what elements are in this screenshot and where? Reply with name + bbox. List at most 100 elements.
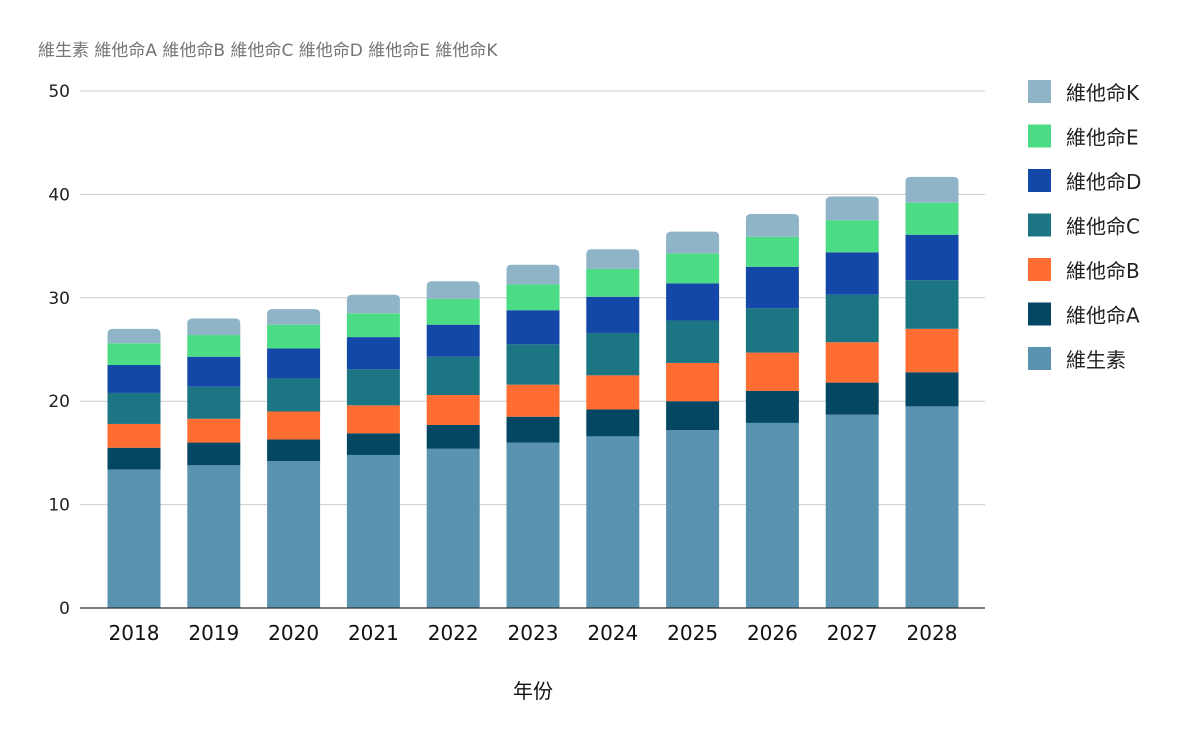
bar-segment	[586, 249, 640, 269]
bar-segment	[666, 253, 720, 284]
bar-segment	[586, 409, 640, 437]
x-tick-label: 2018	[109, 621, 160, 645]
bar-segment	[745, 266, 799, 309]
legend-item: 維他命K	[1028, 80, 1140, 105]
legend-label: 維他命C	[1066, 215, 1140, 239]
bar-segment	[346, 433, 400, 455]
y-tick-label: 10	[48, 496, 70, 516]
x-tick-label: 2019	[188, 621, 239, 645]
bar-segment	[267, 324, 321, 349]
x-tick-label: 2026	[747, 621, 798, 645]
bar-segment	[267, 411, 321, 440]
x-tick-label: 2022	[428, 621, 479, 645]
bar-segment	[346, 454, 400, 608]
bar-segment	[187, 465, 241, 608]
legend: 維他命K 維他命E 維他命D 維他命C 維他命B 維他命A 維生素	[1028, 80, 1141, 372]
bar-segment	[267, 439, 321, 462]
bar-segment	[346, 313, 400, 338]
y-tick-label: 30	[48, 289, 70, 309]
bar-segment	[666, 430, 720, 608]
bar-segment	[187, 356, 241, 387]
legend-label: 維生素	[1066, 348, 1126, 372]
bar-segment	[346, 369, 400, 406]
legend-label: 維他命B	[1066, 259, 1140, 283]
legend-swatch	[1028, 347, 1051, 370]
bar-segment	[187, 442, 241, 466]
legend-swatch	[1028, 169, 1051, 192]
legend-swatch	[1028, 258, 1051, 281]
x-tick-label: 2025	[667, 621, 718, 645]
bar-segment	[267, 309, 321, 325]
bar-segment	[666, 401, 720, 431]
bar-segment	[745, 390, 799, 423]
legend-swatch	[1028, 302, 1051, 326]
bar-segment	[346, 337, 400, 370]
legend-item: 維他命A	[1028, 302, 1140, 328]
legend-label: 維他命D	[1066, 170, 1141, 194]
y-tick-label: 20	[48, 392, 70, 412]
bar-segment	[426, 324, 480, 357]
bar-segment	[905, 406, 959, 608]
bar-segment	[745, 236, 799, 267]
bar-segment	[745, 422, 799, 608]
bar-segment	[666, 362, 720, 402]
legend-item: 維他命B	[1028, 258, 1140, 283]
bar-segment	[905, 280, 959, 329]
legend-label: 維他命A	[1066, 304, 1140, 328]
bar-segment	[346, 294, 400, 314]
bar-segment	[825, 382, 879, 415]
bar-segment	[825, 220, 879, 253]
bar-segment	[825, 342, 879, 383]
bar-segment	[745, 214, 799, 237]
y-tick-label: 50	[48, 82, 70, 102]
bar-segment	[825, 414, 879, 608]
bar-segment	[506, 384, 560, 417]
x-tick-label: 2023	[508, 621, 559, 645]
bar-segment	[267, 461, 321, 608]
x-tick-label: 2028	[907, 621, 958, 645]
bar-segment	[506, 416, 560, 443]
bar-segment	[107, 328, 161, 344]
bar-segment	[187, 318, 241, 336]
legend-item: 維他命D	[1028, 169, 1141, 194]
bar-segment	[745, 352, 799, 391]
bar-segment	[426, 281, 480, 299]
bar-segment	[905, 328, 959, 373]
bar-segment	[666, 231, 720, 254]
legend-label: 維他命E	[1066, 126, 1139, 150]
legend-item: 維他命E	[1028, 124, 1139, 150]
bar-segment	[825, 294, 879, 343]
x-axis-label: 年份	[513, 679, 553, 703]
legend-item: 維生素	[1028, 347, 1126, 372]
bar-segment	[905, 234, 959, 281]
bar-segment	[586, 332, 640, 376]
bar-segment	[187, 386, 241, 419]
bar-segment	[506, 264, 560, 285]
bar-segment	[825, 196, 879, 221]
bar-segment	[107, 447, 161, 470]
y-axis-ticks: 0 10 20 30 40 50	[48, 82, 70, 619]
bar-segment	[107, 365, 161, 393]
x-tick-label: 2021	[348, 621, 399, 645]
x-tick-label: 2020	[268, 621, 319, 645]
bar-segment	[426, 298, 480, 325]
y-tick-label: 0	[59, 599, 70, 619]
bar-segment	[426, 424, 480, 449]
bar-segment	[506, 344, 560, 385]
bar-segment	[346, 405, 400, 434]
bar-segment	[267, 348, 321, 379]
bar-segment	[666, 283, 720, 321]
bar-segment	[586, 375, 640, 410]
bar-segment	[426, 448, 480, 608]
legend-label: 維他命K	[1066, 81, 1140, 105]
legend-swatch	[1028, 213, 1051, 237]
bar-segment	[506, 310, 560, 345]
y-tick-label: 40	[48, 185, 70, 205]
bar-segment	[187, 335, 241, 357]
bar-segment	[745, 308, 799, 353]
bar-segment	[267, 378, 321, 412]
bar-segment	[506, 284, 560, 311]
bar-segment	[187, 418, 241, 443]
legend-swatch	[1028, 80, 1051, 103]
